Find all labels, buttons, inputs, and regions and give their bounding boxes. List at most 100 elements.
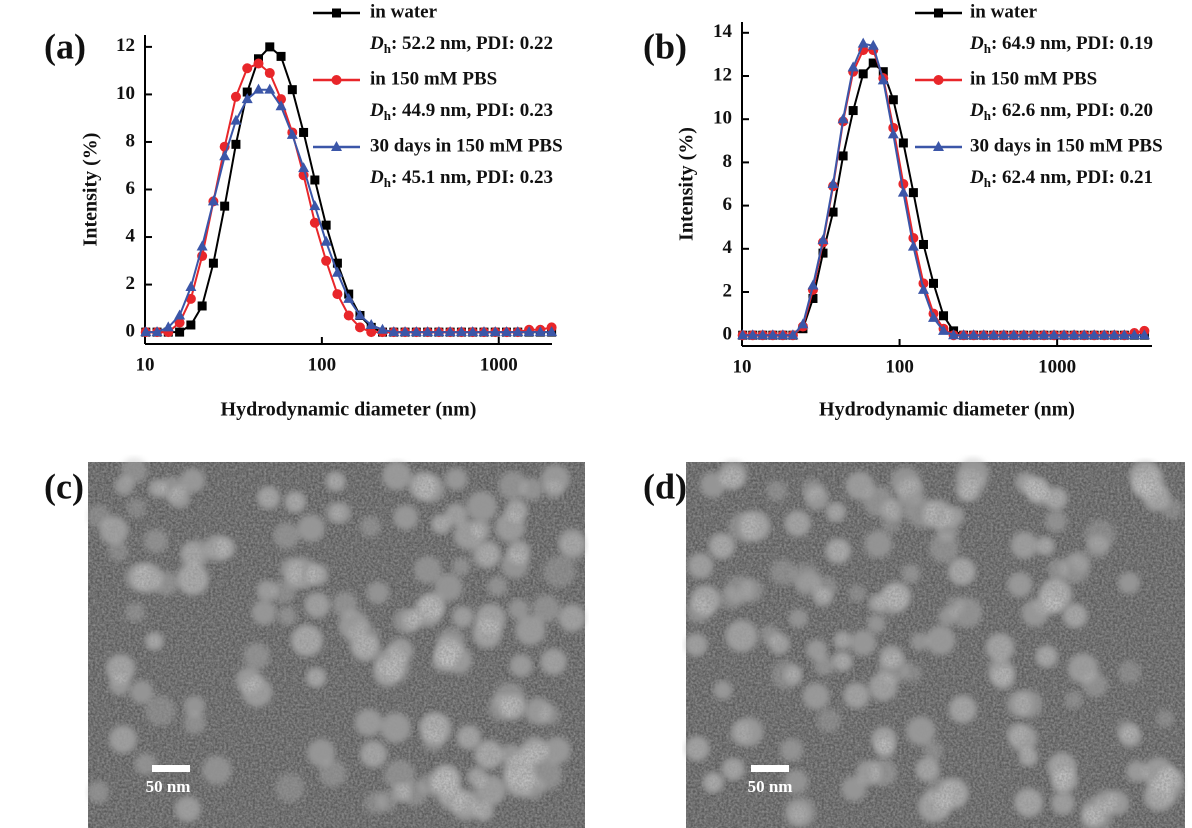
tem-image: 50 nm <box>684 457 1185 828</box>
marker <box>185 293 196 304</box>
marker <box>309 217 320 228</box>
marker <box>208 258 218 268</box>
marker <box>1078 329 1090 340</box>
x-tick-label: 1000 <box>1038 356 1076 377</box>
marker <box>512 326 524 337</box>
marker <box>1108 329 1120 340</box>
marker <box>1118 329 1130 340</box>
legend-label: in water <box>970 1 1038 22</box>
marker <box>299 127 309 137</box>
panel-label: (a) <box>44 26 86 66</box>
marker <box>978 329 990 340</box>
marker <box>917 283 929 294</box>
marker <box>175 327 185 337</box>
marker <box>907 240 919 251</box>
marker <box>230 114 242 125</box>
legend-note: Dh: 52.2 nm, PDI: 0.22 <box>369 33 553 56</box>
marker <box>1058 329 1070 340</box>
tem-image: 50 nm <box>86 457 587 828</box>
note-text: : 44.9 nm, PDI: 0.23 <box>391 100 553 121</box>
marker <box>737 329 749 340</box>
marker <box>787 329 799 340</box>
marker <box>767 329 779 340</box>
y-tick-label: 0 <box>126 320 136 341</box>
marker <box>343 292 355 303</box>
x-tick-label: 100 <box>885 356 914 377</box>
marker <box>310 175 320 185</box>
marker <box>366 327 377 338</box>
marker <box>343 310 354 321</box>
note-symbol: D <box>969 167 984 188</box>
y-axis-label: Intensity (%) <box>80 133 102 247</box>
marker <box>286 128 298 139</box>
marker <box>207 195 219 206</box>
y-tick-label: 8 <box>723 151 733 172</box>
legend-label: 30 days in 150 mM PBS <box>970 135 1163 156</box>
marker <box>534 326 546 337</box>
marker <box>1068 329 1080 340</box>
series-line <box>742 49 1145 337</box>
marker <box>230 91 241 102</box>
marker <box>837 113 849 124</box>
marker <box>162 321 174 332</box>
marker <box>928 311 940 322</box>
legend-marker <box>933 141 944 151</box>
marker <box>331 266 343 277</box>
x-tick-label: 10 <box>733 356 752 377</box>
marker <box>197 301 207 311</box>
marker <box>433 326 445 337</box>
marker <box>858 69 868 79</box>
marker <box>857 37 869 48</box>
marker <box>797 318 809 329</box>
marker <box>1098 329 1110 340</box>
y-tick-label: 12 <box>713 64 732 85</box>
note-text: : 64.9 nm, PDI: 0.19 <box>991 33 1153 54</box>
marker <box>827 178 839 188</box>
legend-marker <box>332 8 341 18</box>
marker <box>887 128 899 139</box>
marker <box>998 329 1010 340</box>
marker <box>828 207 838 217</box>
series-line <box>145 45 552 334</box>
legend-marker <box>331 141 342 151</box>
marker <box>231 139 241 149</box>
marker <box>1028 329 1040 340</box>
y-tick-label: 0 <box>723 324 733 345</box>
marker <box>868 58 878 68</box>
marker <box>354 322 365 333</box>
y-tick-label: 2 <box>126 273 136 294</box>
y-tick-label: 6 <box>723 194 733 215</box>
panel-label: (b) <box>643 26 687 66</box>
marker <box>196 240 208 251</box>
marker <box>489 326 501 337</box>
legend-marker <box>331 75 342 85</box>
marker <box>354 309 366 320</box>
marker <box>444 326 456 337</box>
x-tick-label: 1000 <box>480 354 518 375</box>
note-subscript: h <box>984 175 992 190</box>
x-tick-label: 10 <box>136 354 155 375</box>
marker <box>948 329 960 340</box>
marker <box>275 100 287 111</box>
note-symbol: D <box>369 100 384 121</box>
marker <box>807 279 819 290</box>
marker <box>817 234 829 245</box>
marker <box>399 326 411 337</box>
marker <box>332 289 343 300</box>
marker <box>818 248 828 258</box>
legend-note: Dh: 44.9 nm, PDI: 0.23 <box>369 100 553 123</box>
legend-note: Dh: 62.4 nm, PDI: 0.21 <box>969 167 1153 190</box>
marker <box>332 258 342 268</box>
note-subscript: h <box>384 108 392 123</box>
marker <box>220 201 230 211</box>
marker <box>1128 329 1140 340</box>
marker <box>968 329 980 340</box>
marker <box>410 326 422 337</box>
marker <box>186 320 196 330</box>
marker <box>321 255 332 266</box>
marker <box>252 83 264 94</box>
note-symbol: D <box>369 167 384 188</box>
y-tick-label: 10 <box>116 83 135 104</box>
y-tick-label: 6 <box>126 178 136 199</box>
